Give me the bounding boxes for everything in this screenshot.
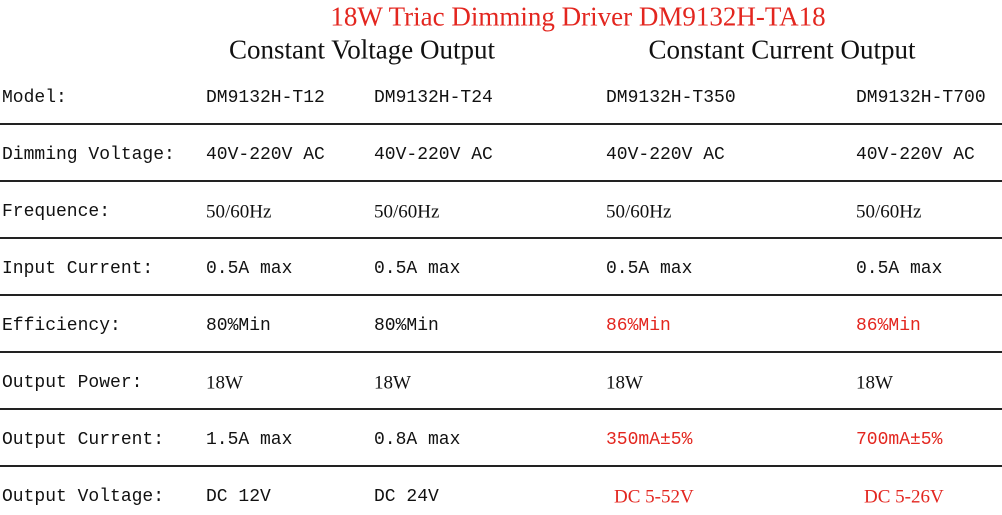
cell: 0.5A max	[606, 259, 693, 279]
cell: 18W	[374, 372, 411, 394]
cell: DM9132H-T12	[206, 88, 325, 108]
group-header: Constant Current Output	[648, 34, 916, 65]
cell: DM9132H-T700	[856, 88, 986, 108]
group-header: Constant Voltage Output	[228, 34, 496, 65]
cell: 350mA±5%	[606, 430, 693, 450]
row-separator	[0, 408, 1002, 410]
cell: 0.5A max	[374, 259, 461, 279]
cell: 0.5A max	[856, 259, 943, 279]
cell: 86%Min	[856, 316, 921, 336]
row-label: Efficiency:	[2, 316, 121, 336]
cell: 18W	[606, 372, 643, 394]
row-label: Output Power:	[2, 373, 143, 393]
row-separator	[0, 351, 1002, 353]
cell: DC 5-26V	[864, 486, 944, 508]
cell: 18W	[206, 372, 243, 394]
row-separator	[0, 180, 1002, 182]
cell: DM9132H-T350	[606, 88, 736, 108]
row-separator	[0, 123, 1002, 125]
row-separator	[0, 294, 1002, 296]
row-label: Output Current:	[2, 430, 165, 450]
row-label: Input Current:	[2, 259, 154, 279]
row-label: Frequence:	[2, 202, 111, 222]
cell: DC 24V	[374, 487, 439, 507]
cell: 0.8A max	[374, 430, 461, 450]
row-separator	[0, 465, 1002, 467]
row-label: Model:	[2, 88, 67, 108]
cell: DC 12V	[206, 487, 271, 507]
cell: 80%Min	[206, 316, 271, 336]
cell: DC 5-52V	[614, 486, 694, 508]
title: 18W Triac Dimming Driver DM9132H-TA18	[330, 1, 826, 32]
cell: 700mA±5%	[856, 430, 943, 450]
cell: 50/60Hz	[374, 201, 440, 223]
cell: DM9132H-T24	[374, 88, 493, 108]
cell: 40V-220V AC	[856, 145, 975, 165]
cell: 40V-220V AC	[606, 145, 725, 165]
cell: 1.5A max	[206, 430, 293, 450]
row-separator	[0, 237, 1002, 239]
cell: 80%Min	[374, 316, 439, 336]
cell: 50/60Hz	[606, 201, 672, 223]
cell: 86%Min	[606, 316, 671, 336]
cell: 50/60Hz	[856, 201, 922, 223]
cell: 0.5A max	[206, 259, 293, 279]
cell: 50/60Hz	[206, 201, 272, 223]
cell: 18W	[856, 372, 893, 394]
cell: 40V-220V AC	[206, 145, 325, 165]
cell: 40V-220V AC	[374, 145, 493, 165]
row-label: Dimming Voltage:	[2, 145, 175, 165]
row-label: Output Voltage:	[2, 487, 165, 507]
